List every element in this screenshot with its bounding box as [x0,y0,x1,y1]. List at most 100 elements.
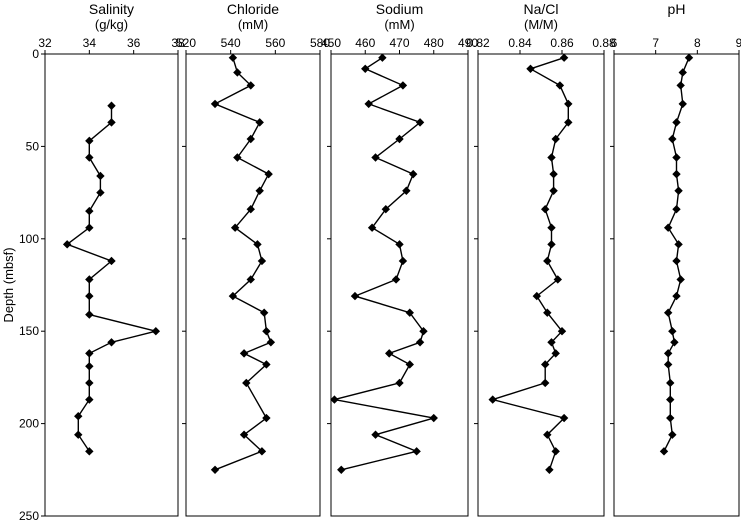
salinity-data-point [85,153,94,162]
salinity-data-point [85,291,94,301]
na-cl-x-tick-label: 0.82 [466,36,490,50]
sodium-data-point [350,291,360,301]
na-cl-data-point [488,395,497,404]
ph-profile-line [663,57,690,452]
sodium-panel: Sodium(mM) 450 460 470 480 490 [321,1,478,517]
ph-data-point [663,308,673,317]
na-cl-data-point [549,169,558,179]
chloride-data-point [233,153,242,162]
ph-data-point [666,378,675,388]
sodium-title: Sodium [376,1,423,17]
chloride-unit: (mM) [238,17,268,32]
salinity-data-point [85,349,94,358]
salinity-title: Salinity [89,1,134,17]
y-tick-label: 100 [19,232,39,246]
salinity-data-point [85,395,94,404]
salinity-data-point [85,362,94,371]
sodium-data-point [398,81,408,90]
chloride-plot-frame [185,53,321,517]
na-cl-data-point [549,186,558,195]
sodium-data-point [402,186,411,195]
na-cl-data-point [541,360,550,369]
chloride-data-point [262,413,271,423]
chloride-data-point [230,223,240,232]
y-axis-label: Depth (mbsf) [1,247,16,322]
sodium-x-tick-label: 490 [458,36,478,50]
salinity-data-point [85,136,94,146]
y-tick-label: 200 [19,417,39,431]
salinity-unit: (g/kg) [95,17,128,32]
na-cl-data-point [541,378,550,388]
chloride-data-point [259,308,269,317]
sodium-data-point [395,134,404,144]
ph-data-point [668,134,677,144]
salinity-data-point [151,327,161,336]
salinity-data-point [96,188,105,197]
sodium-data-point [381,205,390,214]
na-cl-data-point [547,240,556,249]
profile-panels: Salinity(g/kg) 32 34 36 38 0 50 100 150 200 250 Chl… [19,1,741,521]
sodium-data-point [429,413,438,423]
chloride-data-point [246,275,255,284]
chloride-data-point [210,465,220,474]
na-cl-data-point [532,291,541,301]
chloride-data-point [242,378,251,388]
chloride-data-point [246,205,255,214]
na-cl-data-point [551,349,560,358]
ph-data-point [674,186,683,195]
na-cl-data-point [547,223,556,232]
sodium-x-tick-label: 480 [424,36,444,50]
ph-data-point [666,413,675,423]
na-cl-panel: Na/Cl(M/M) 0.82 0.84 0.86 0.88 [466,1,616,517]
chloride-data-point [257,447,267,456]
ph-x-tick-label: 7 [652,36,659,50]
salinity-data-point [85,275,94,284]
na-cl-data-point [557,327,567,336]
na-cl-data-point [543,256,552,266]
y-tick-label: 0 [32,47,39,61]
na-cl-data-point [526,64,535,73]
ph-data-point [663,360,673,369]
sodium-data-point [395,240,404,249]
sodium-unit: (mM) [384,17,414,32]
chloride-data-point [262,360,271,369]
salinity-data-point [107,118,116,127]
salinity-data-point [96,171,105,181]
sodium-data-point [364,99,373,109]
salinity-x-tick-label: 32 [38,36,52,50]
ph-data-point [672,118,681,127]
sodium-x-tick-label: 460 [355,36,375,50]
salinity-data-point [85,223,94,232]
chloride-data-point [264,169,273,179]
sodium-plot-frame [330,53,469,517]
ph-data-point [670,338,679,347]
salinity-data-point [107,101,116,110]
chloride-data-point [253,240,262,249]
chloride-panel: Chloride(mM) 520 540 560 580 [176,1,330,517]
na-cl-unit: (M/M) [524,17,558,32]
na-cl-data-point [547,338,556,347]
salinity-data-point [107,338,116,347]
na-cl-x-tick-label: 0.88 [592,36,616,50]
chloride-x-tick-label: 520 [176,36,196,50]
sodium-data-point [371,153,380,162]
chloride-data-point [246,134,255,144]
ph-x-tick-label: 9 [736,36,741,50]
ph-data-point [676,275,685,284]
ph-data-point [666,395,675,404]
sodium-data-point [405,360,414,369]
na-cl-x-tick-label: 0.84 [508,36,532,50]
na-cl-data-point [545,465,554,474]
chloride-data-point [266,338,276,347]
chloride-data-point [210,99,220,109]
salinity-data-point [74,412,83,421]
sodium-data-point [409,169,418,179]
sodium-data-point [412,447,421,456]
chloride-data-point [255,186,264,195]
salinity-data-point [74,430,83,439]
ph-data-point [663,223,673,232]
salinity-data-point [85,310,94,319]
chloride-data-point [239,349,249,358]
na-cl-data-point [553,275,562,284]
sodium-data-point [405,308,414,317]
